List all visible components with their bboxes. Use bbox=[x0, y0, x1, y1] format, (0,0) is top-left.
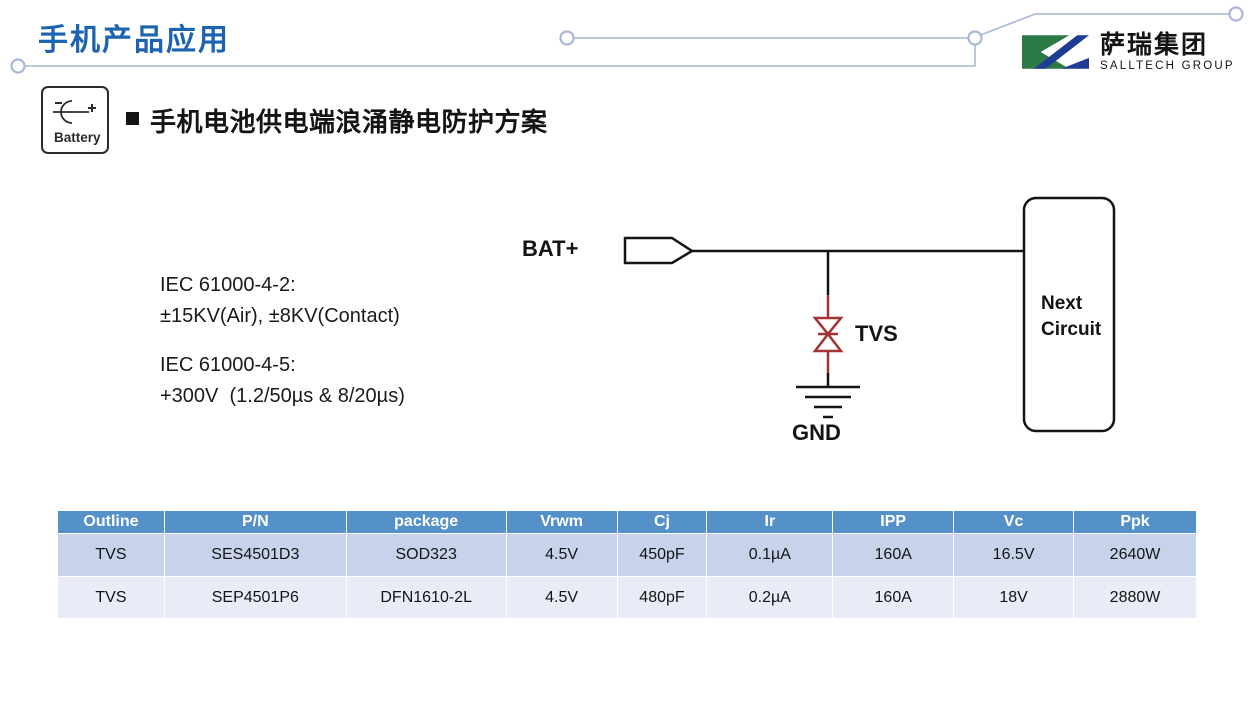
svg-text:BAT+: BAT+ bbox=[522, 236, 578, 261]
svg-text:Battery: Battery bbox=[54, 130, 101, 145]
svg-text:TVS: TVS bbox=[855, 321, 898, 346]
svg-text:Circuit: Circuit bbox=[1041, 319, 1102, 340]
svg-text:GND: GND bbox=[792, 420, 841, 445]
svg-text:Next: Next bbox=[1041, 293, 1083, 314]
